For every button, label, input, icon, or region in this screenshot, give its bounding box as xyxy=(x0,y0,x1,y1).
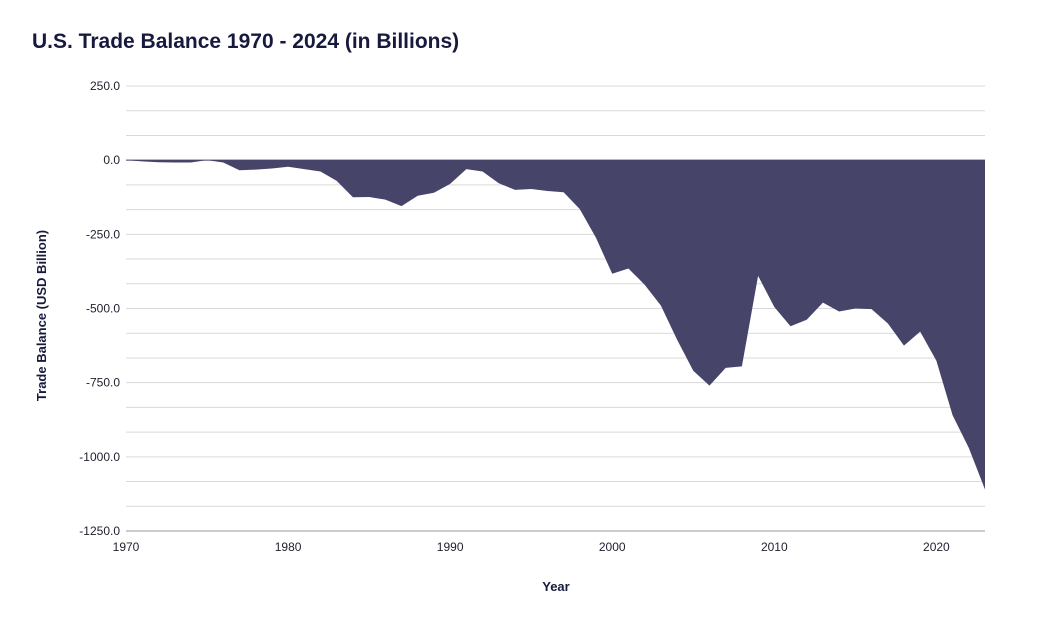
x-tick-label: 2000 xyxy=(599,540,626,554)
y-axis-ticks: 250.0 0.0 -250.0 -500.0 -750.0 -1000.0 -1250.0 xyxy=(79,79,120,538)
y-axis-title: Trade Balance (USD Billion) xyxy=(34,230,49,401)
y-tick-label: -1000.0 xyxy=(79,450,120,464)
x-axis-ticks: 1970 1980 1990 2000 2010 2020 xyxy=(113,540,950,554)
y-tick-label: 0.0 xyxy=(103,153,120,167)
x-tick-label: 2010 xyxy=(761,540,788,554)
x-tick-label: 1990 xyxy=(437,540,464,554)
y-tick-label: 250.0 xyxy=(90,79,120,93)
y-tick-label: -500.0 xyxy=(86,302,120,316)
area-layer xyxy=(126,159,985,490)
x-axis-title: Year xyxy=(542,579,569,594)
x-tick-label: 1980 xyxy=(275,540,302,554)
x-tick-label: 2020 xyxy=(923,540,950,554)
y-tick-label: -250.0 xyxy=(86,227,120,241)
trade-balance-area xyxy=(126,160,985,490)
y-tick-label: -750.0 xyxy=(86,376,120,390)
x-tick-label: 1970 xyxy=(113,540,140,554)
chart-title: U.S. Trade Balance 1970 - 2024 (in Billi… xyxy=(32,30,460,53)
y-tick-label: -1250.0 xyxy=(79,524,120,538)
